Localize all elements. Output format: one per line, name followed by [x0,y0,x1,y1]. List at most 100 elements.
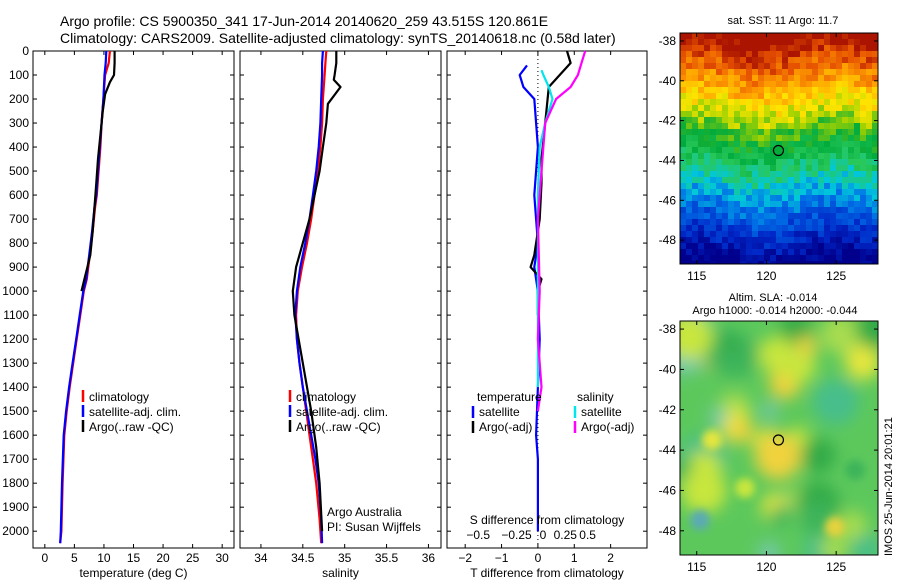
figure-title-line1: Argo profile: CS 5900350_341 17-Jun-2014… [60,13,548,29]
map-ytick-label: -48 [659,233,677,247]
xtick-label: 30 [215,551,229,565]
temperature-frame [32,50,235,549]
sla-blobs [680,321,878,555]
legend-label: Argo(-adj) [479,420,532,434]
map-ytick-label: -42 [659,403,677,417]
map-xtick-label: 125 [826,269,846,283]
map-ytick-label: -46 [659,483,677,497]
ytick-label: 100 [9,68,29,82]
annotation-argo-australia: Argo Australia [327,505,402,519]
legend-temperature-title: temperature [477,390,542,404]
map-ytick-label: -44 [659,443,677,457]
sla-map: -38 -40 -42 -44 -46 -48 115 120 125 Altim. SLA: -… [659,292,879,574]
xtick-label: 1 [571,551,578,565]
ytick-label: 0 [22,44,29,58]
salinity-panel: 34 34.5 35 35.5 36 salinity climatologysatelli… [239,50,442,580]
legend-label: Argo(..raw -QC) [89,420,174,434]
xtick-label: 0 [535,551,542,565]
ytick-label: 800 [9,236,29,250]
s-tick-label: 0.25 [554,528,578,542]
xtick-label: 35 [338,551,352,565]
xtick-label: 25 [186,551,200,565]
xtick-label: 34 [254,551,268,565]
map-ytick-label: -46 [659,193,677,207]
salinity-series-satellite-adj-clim- [294,50,324,544]
ytick-label: 1600 [2,428,29,442]
xtick-label: 15 [127,551,141,565]
salinity-xlabel: salinity [322,566,359,580]
sst-map: -38 -40 -42 -44 -46 -48 115 120 125 sat. SST: 11 … [659,15,879,283]
s-tick-label: −0.5 [466,528,490,542]
s-tick-label: −0.25 [501,528,532,542]
legend-label: climatology [89,390,149,404]
sst-map-field [680,33,878,264]
sst-map-argo-marker [772,144,785,157]
ytick-label: 600 [9,188,29,202]
ytick-label: 300 [9,116,29,130]
s-tick-label: 0.5 [579,528,596,542]
legend-label: satellite [479,405,520,419]
imos-timestamp: IMOS 25-Jun-2014 20:01:21 [883,417,895,556]
temperature-panel: 0100200300400500600700800900100011001200… [2,44,235,580]
legend-label: Argo(-adj) [581,420,634,434]
ytick-label: 1200 [2,332,29,346]
sla-map-argo-marker [772,434,785,446]
map-ytick-label: -48 [659,524,677,538]
difference-series-salinity-satellite [536,69,554,388]
sst-map-title: sat. SST: 11 Argo: 11.7 [728,15,839,27]
s-tick-label: 0 [540,528,547,542]
xtick-label: 2 [607,551,614,565]
difference-panel: −2 −1 0 1 2T difference from climatology temp… [446,50,648,580]
xtick-label: 34.5 [291,551,315,565]
temperature-series-argo-raw-qc- [80,51,116,292]
ytick-label: 200 [9,92,29,106]
legend-label: Argo(..raw -QC) [296,420,381,434]
ytick-label: 1100 [3,308,29,322]
sla-anomalies [690,430,865,537]
map-ytick-label: -40 [659,362,677,376]
difference-frame [446,50,648,549]
ytick-label: 1300 [2,356,29,370]
ytick-label: 1800 [2,476,29,490]
sst-map-frame [679,32,879,265]
sla-map-frame [679,320,879,556]
xtick-label: −2 [458,551,472,565]
ytick-label: 1700 [2,452,29,466]
ytick-label: 900 [9,260,29,274]
ytick-label: 500 [9,164,29,178]
sla-map-field [680,321,878,555]
salinity-frame [239,50,442,549]
sla-map-title: Altim. SLA: -0.014 [729,292,818,304]
annotation-pi: PI: Susan Wijffels [327,520,421,534]
map-xtick-label: 120 [756,269,776,283]
legend-label: satellite-adj. clim. [89,405,181,419]
ytick-label: 1400 [2,380,29,394]
temperature-xlabel: temperature (deg C) [79,566,187,580]
xtick-label: 36 [422,551,436,565]
difference-s-label: S difference from climatology [470,513,625,527]
map-ytick-label: -42 [659,114,677,128]
map-ytick-label: -38 [659,34,677,48]
xtick-label: 5 [71,551,78,565]
map-xtick-label: 120 [756,560,776,574]
map-xtick-label: 125 [826,560,846,574]
xtick-label: 10 [97,551,111,565]
xtick-label: 20 [156,551,170,565]
ytick-label: 1000 [2,284,29,298]
ytick-label: 1900 [2,500,29,514]
legend-label: satellite [581,405,622,419]
xtick-label: 0 [41,551,48,565]
map-ytick-label: -38 [659,322,677,336]
sla-map-subtitle: Argo h1000: -0.014 h2000: -0.044 [692,305,857,317]
difference-series-temperature-satellite [518,64,541,532]
difference-series-salinity-argo-adj- [536,50,587,412]
legend-label: satellite-adj. clim. [296,405,388,419]
map-ytick-label: -40 [659,74,677,88]
figure-title-line2: Climatology: CARS2009. Satellite-adjuste… [60,30,616,46]
difference-xlabel: T difference from climatology [470,566,624,580]
ytick-label: 400 [9,140,29,154]
map-xtick-label: 115 [687,560,706,574]
ytick-label: 2000 [2,524,29,538]
salinity-series-climatology [295,50,328,544]
